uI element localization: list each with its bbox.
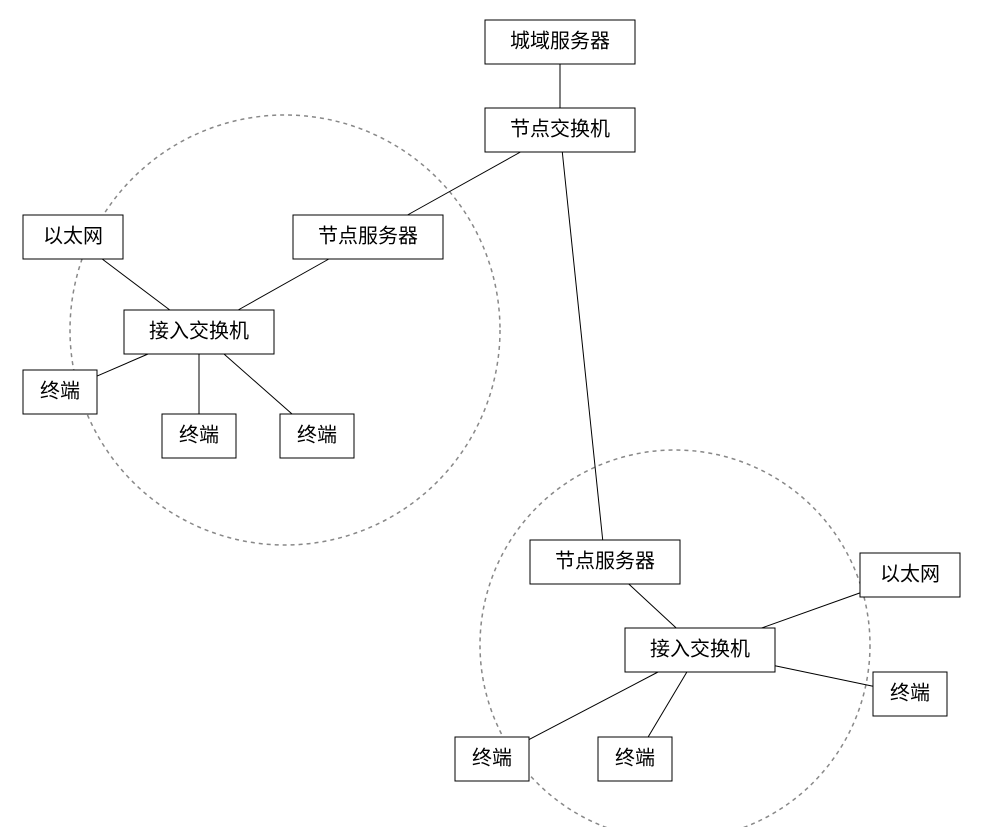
node-label-node_server_2: 节点服务器 (555, 550, 655, 573)
edge-access_sw_2-terminal_2b (529, 672, 658, 740)
node-label-access_sw_2: 接入交换机 (650, 638, 750, 661)
node-terminal_1c: 终端 (280, 414, 354, 458)
node-access_sw_1: 接入交换机 (124, 310, 274, 354)
edge-node_server_1-access_sw_1 (238, 259, 329, 310)
node-ethernet_2: 以太网 (860, 553, 960, 597)
edge-terminal_1a-access_sw_1 (97, 354, 148, 376)
edge-terminal_2a-access_sw_2 (775, 666, 873, 687)
edge-node_switch-node_server_2 (562, 152, 602, 540)
node-node_server_1: 节点服务器 (293, 215, 443, 259)
node-terminal_2c: 终端 (598, 737, 672, 781)
edge-node_server_2-access_sw_2 (629, 584, 677, 628)
node-label-terminal_1a: 终端 (40, 380, 80, 403)
node-label-terminal_2c: 终端 (615, 747, 655, 770)
edge-access_sw_2-terminal_2c (648, 672, 687, 737)
edge-node_switch-node_server_1 (407, 152, 520, 215)
node-access_sw_2: 接入交换机 (625, 628, 775, 672)
node-terminal_2b: 终端 (455, 737, 529, 781)
node-terminal_2a: 终端 (873, 672, 947, 716)
network-diagram: 城域服务器节点交换机节点服务器接入交换机以太网终端终端终端节点服务器接入交换机以… (0, 0, 1000, 827)
edge-ethernet_1-access_sw_1 (102, 259, 170, 310)
node-node_server_2: 节点服务器 (530, 540, 680, 584)
edge-access_sw_1-terminal_1c (224, 354, 292, 414)
node-label-ethernet_1: 以太网 (43, 225, 103, 248)
node-metro_server: 城域服务器 (485, 20, 635, 64)
node-node_switch: 节点交换机 (485, 108, 635, 152)
node-label-node_server_1: 节点服务器 (318, 225, 418, 248)
node-label-terminal_1b: 终端 (179, 424, 219, 447)
node-terminal_1a: 终端 (23, 370, 97, 414)
node-label-terminal_2a: 终端 (890, 682, 930, 705)
node-label-terminal_2b: 终端 (472, 747, 512, 770)
node-label-ethernet_2: 以太网 (880, 563, 940, 586)
node-terminal_1b: 终端 (162, 414, 236, 458)
node-label-node_switch: 节点交换机 (510, 118, 610, 141)
node-label-terminal_1c: 终端 (297, 424, 337, 447)
node-label-access_sw_1: 接入交换机 (149, 320, 249, 343)
node-ethernet_1: 以太网 (23, 215, 123, 259)
node-label-metro_server: 城域服务器 (510, 30, 610, 53)
edge-ethernet_2-access_sw_2 (762, 593, 860, 628)
